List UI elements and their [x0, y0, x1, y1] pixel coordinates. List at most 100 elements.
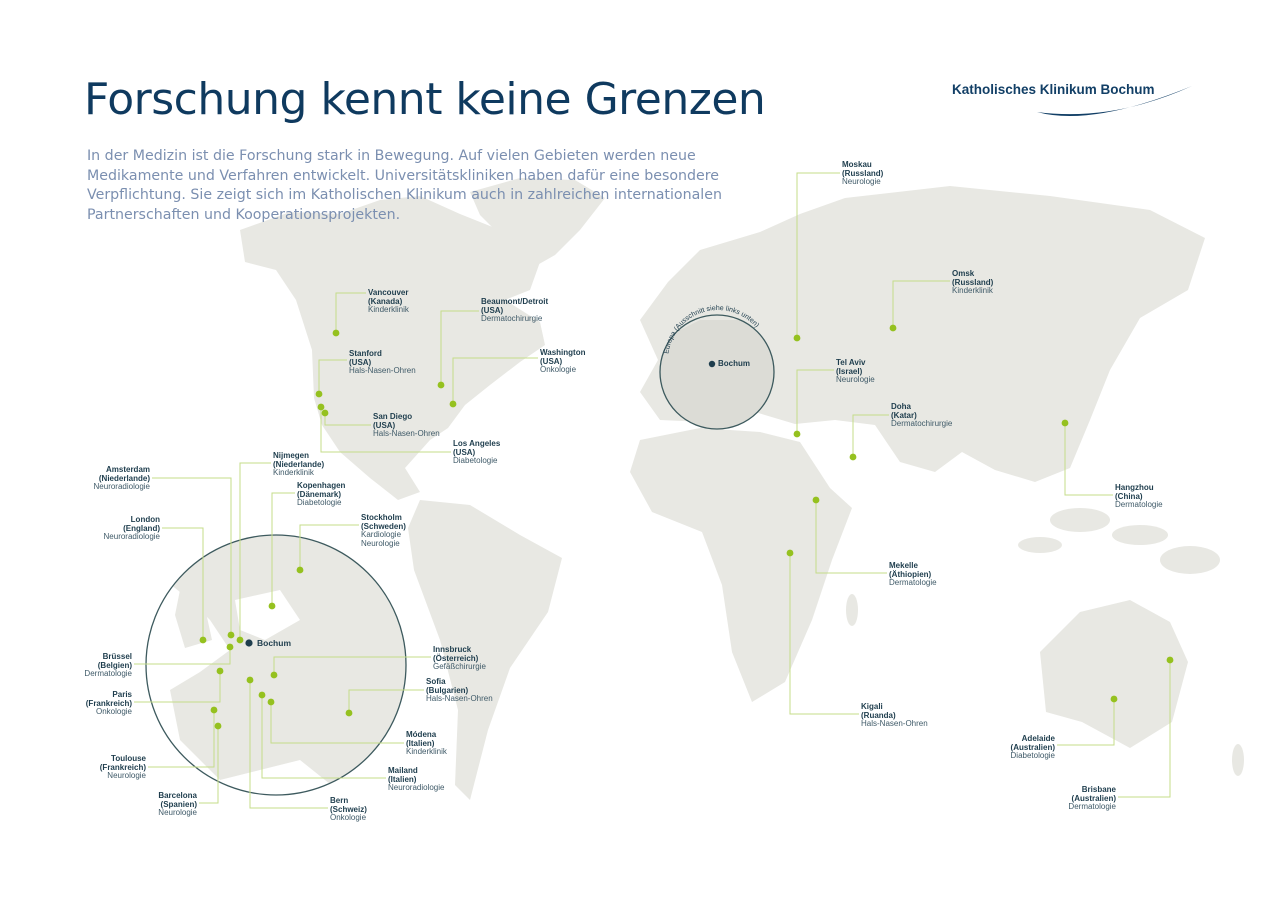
- location-label-amsterdam: Amsterdam (Niederlande) Neuroradiologie: [93, 465, 150, 492]
- country-name: (Australien): [1071, 793, 1116, 803]
- location-dot-barcelona: [214, 722, 222, 730]
- country-name: (Belgien): [97, 660, 132, 670]
- south-america: [408, 500, 562, 800]
- country-name: (Italien): [388, 774, 417, 784]
- country-name: (Niederlande): [273, 459, 325, 469]
- location-dot-innsbruck: [270, 671, 278, 679]
- specialty: Neurologie: [842, 177, 881, 187]
- location-label-innsbruck: Innsbruck (Österreich) Gefäßchirurgie: [433, 645, 486, 672]
- location-label-los-angeles: Los Angeles (USA) Diabetologie: [453, 439, 501, 466]
- leader-line-adelaide: [1057, 699, 1115, 746]
- specialty: Neuroradiologie: [93, 482, 150, 492]
- city-name: Los Angeles: [453, 439, 501, 448]
- leader-line-washington: [452, 357, 538, 404]
- city-name: Innsbruck: [433, 645, 472, 654]
- location-label-hangzhou: Hangzhou (China) Dermatologie: [1115, 483, 1163, 510]
- location-label-adelaide: Adelaide (Australien) Diabetologie: [1010, 734, 1055, 761]
- location-dot-london: [199, 636, 207, 644]
- location-label-mailand: Mailand (Italien) Neuroradiologie: [388, 766, 444, 793]
- leader-line-tel-aviv: [796, 369, 834, 434]
- country-name: (Kanada): [368, 296, 403, 306]
- location-dot-brisbane: [1166, 656, 1174, 664]
- location-dot-sofia: [345, 709, 353, 717]
- specialty: Kinderklinik: [273, 468, 314, 478]
- city-name: Amsterdam: [105, 465, 150, 474]
- country-name: (USA): [453, 447, 476, 457]
- location-label-br-ssel: Brüssel (Belgien) Dermatologie: [84, 652, 132, 679]
- specialty: Gefäßchirurgie: [433, 662, 486, 672]
- leader-line-los-angeles: [320, 407, 451, 453]
- location-dot-adelaide: [1110, 695, 1118, 703]
- leader-line-kopenhagen: [271, 492, 295, 606]
- specialty: Dermatologie: [1068, 802, 1116, 812]
- leader-line-moskau: [796, 172, 840, 338]
- country-name: (Frankreich): [99, 762, 146, 772]
- location-dot-kopenhagen: [268, 602, 276, 610]
- leader-line-bern: [249, 680, 328, 809]
- leader-line-mekelle: [815, 500, 887, 574]
- country-name: (Russland): [952, 277, 994, 287]
- location-dot-stanford: [315, 390, 323, 398]
- location-dot-amsterdam: [227, 631, 235, 639]
- greenland: [470, 178, 605, 272]
- specialty: Dermatochirurgie: [481, 314, 543, 324]
- city-name: Adelaide: [1021, 734, 1055, 743]
- city-name: Brisbane: [1081, 785, 1116, 794]
- leader-line-stanford: [318, 359, 347, 394]
- location-label-london: London (England) Neuroradiologie: [104, 515, 160, 542]
- country-name: (Katar): [891, 410, 917, 420]
- location-label-vancouver: Vancouver (Kanada) Kinderklinik: [368, 288, 409, 315]
- location-label-stanford: Stanford (USA) Hals-Nasen-Ohren: [349, 349, 416, 376]
- city-name: Mekelle: [889, 561, 918, 570]
- country-name: (Australien): [1010, 742, 1055, 752]
- location-label-tel-aviv: Tel Aviv (Israel) Neurologie: [836, 358, 875, 385]
- city-name: Omsk: [952, 269, 975, 278]
- country-name: (USA): [540, 356, 563, 366]
- logo-text: Katholisches Klinikum Bochum: [952, 82, 1155, 97]
- city-name: Bern: [330, 796, 349, 805]
- europe-locator-circle: [659, 314, 775, 430]
- specialty: Onkologie: [540, 365, 577, 375]
- specialty: Hals-Nasen-Ohren: [426, 694, 493, 704]
- city-name: Beaumont/Detroit: [481, 297, 549, 306]
- location-label-beaumont-detroit: Beaumont/Detroit (USA) Dermatochirurgie: [481, 297, 549, 324]
- specialty: Dermatologie: [1115, 500, 1163, 510]
- location-dot-los-angeles: [317, 403, 325, 411]
- location-label-doha: Doha (Katar) Dermatochirurgie: [891, 402, 952, 429]
- leader-line-kigali: [789, 553, 859, 715]
- country-name: (Schweiz): [330, 804, 367, 814]
- city-name: Barcelona: [158, 791, 197, 800]
- leader-line-toulouse: [148, 710, 215, 768]
- leader-line-san-diego: [324, 413, 371, 426]
- location-dot-mailand: [258, 691, 266, 699]
- city-name: Moskau: [842, 160, 872, 169]
- leader-line-beaumont-detroit: [440, 310, 479, 385]
- location-label-nijmegen: Nijmegen (Niederlande) Kinderklinik: [273, 451, 325, 478]
- country-name: (Ruanda): [861, 710, 896, 720]
- location-label-san-diego: San Diego (USA) Hals-Nasen-Ohren: [373, 412, 440, 439]
- location-dot-doha: [849, 453, 857, 461]
- specialty: Kinderklinik: [368, 305, 409, 315]
- city-name: Kigali: [861, 702, 883, 711]
- leader-line-brisbane: [1118, 660, 1171, 798]
- location-dot-omsk: [889, 324, 897, 332]
- location-label-brisbane: Brisbane (Australien) Dermatologie: [1068, 785, 1116, 812]
- leader-line-hangzhou: [1064, 423, 1113, 496]
- leader-line-barcelona: [199, 726, 219, 804]
- country-name: (USA): [481, 305, 504, 315]
- page-title: Forschung kennt keine Grenzen: [84, 74, 766, 125]
- specialty: Diabetologie: [453, 456, 498, 466]
- specialty: Diabetologie: [1010, 751, 1055, 761]
- location-label-m-dena: Módena (Italien) Kinderklinik: [406, 730, 447, 757]
- location-label-kigali: Kigali (Ruanda) Hals-Nasen-Ohren: [861, 702, 928, 729]
- country-name: (Bulgarien): [426, 685, 469, 695]
- specialty: Hals-Nasen-Ohren: [373, 429, 440, 439]
- country-name: (Frankreich): [85, 698, 132, 708]
- europe-detail-circle: [145, 534, 407, 796]
- country-name: (Italien): [406, 738, 435, 748]
- leader-line-stockholm: [299, 524, 359, 570]
- leader-line-nijmegen: [239, 462, 271, 640]
- location-dot-beaumont-detroit: [437, 381, 445, 389]
- country-name: (China): [1115, 491, 1143, 501]
